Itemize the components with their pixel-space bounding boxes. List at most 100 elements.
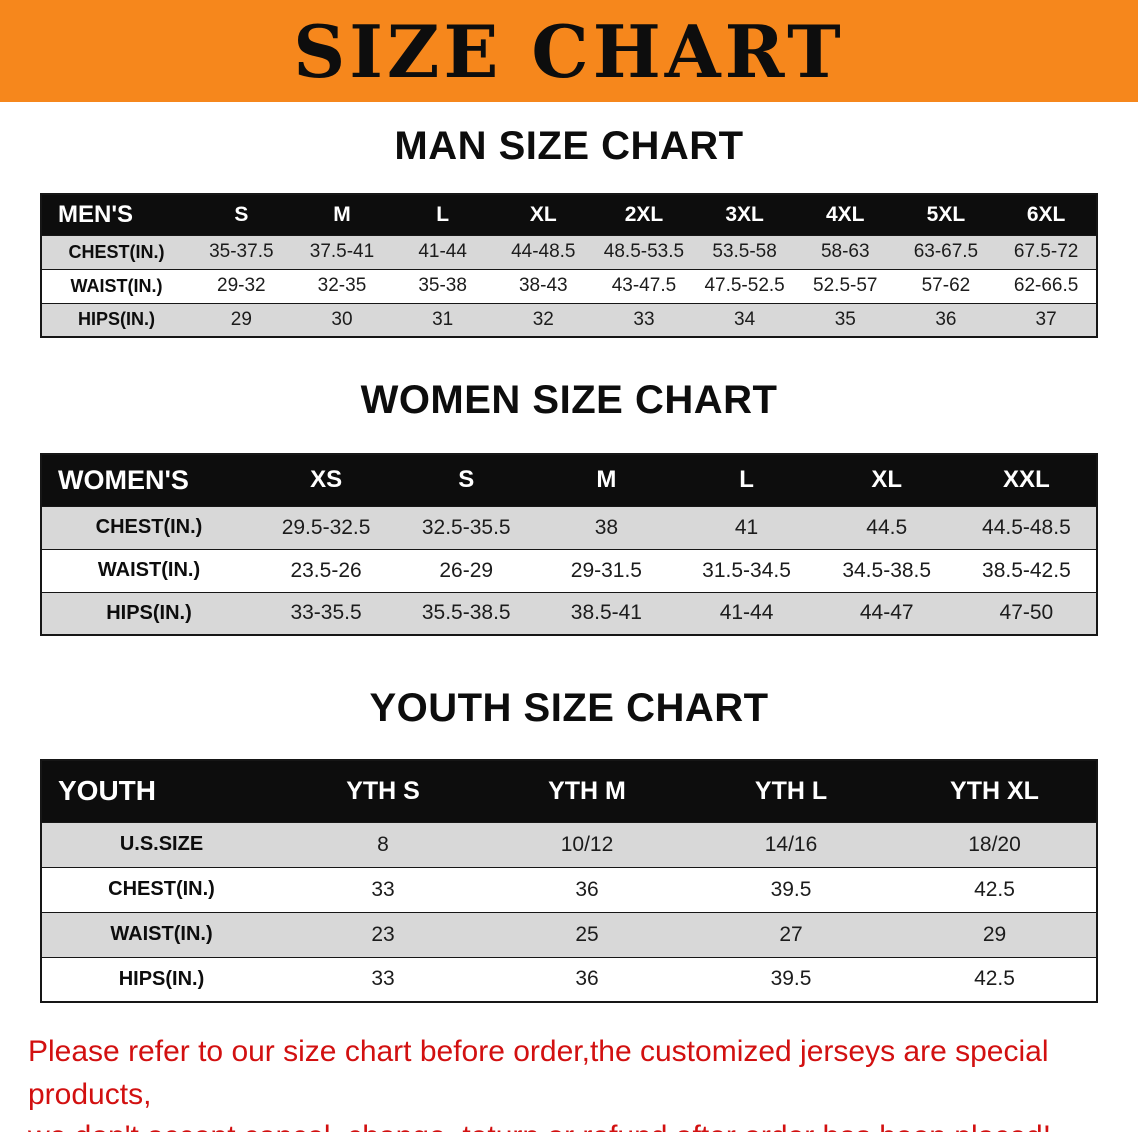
size-value-cell: 29-32 bbox=[191, 268, 292, 304]
size-value-cell: 10/12 bbox=[485, 821, 689, 868]
youth-section-heading: YOUTH SIZE CHART bbox=[369, 686, 769, 730]
size-value-cell: 42.5 bbox=[893, 956, 1097, 1003]
size-value-cell: 25 bbox=[485, 911, 689, 958]
size-header-cell: XXL bbox=[956, 453, 1097, 507]
size-value-cell: 32 bbox=[492, 302, 594, 338]
size-value-cell: 63-67.5 bbox=[895, 234, 997, 270]
men-section-heading: MAN SIZE CHART bbox=[394, 124, 744, 168]
row-label-cell: HIPS(IN.) bbox=[41, 956, 281, 1003]
men-size-section: MAN SIZE CHART MEN'S S M L XL 2XL 3XL 4XL 5XL 6XL… bbox=[0, 124, 1138, 338]
size-value-cell: 34.5-38.5 bbox=[816, 548, 957, 593]
size-value-cell: 37.5-41 bbox=[291, 234, 393, 270]
size-header-cell: 2XL bbox=[593, 193, 695, 236]
size-header-cell: L bbox=[676, 453, 817, 507]
size-value-cell: 29.5-32.5 bbox=[256, 505, 397, 550]
banner: SIZE CHART bbox=[0, 0, 1138, 102]
size-value-cell: 26-29 bbox=[396, 548, 537, 593]
size-value-cell: 35.5-38.5 bbox=[396, 591, 537, 636]
table-title-cell: YOUTH bbox=[41, 759, 281, 823]
measurement-row: HIPS(IN.) 33 36 39.5 42.5 bbox=[41, 956, 1097, 1003]
size-value-cell: 41-44 bbox=[392, 234, 493, 270]
size-value-cell: 23 bbox=[281, 911, 485, 958]
measurement-row: WAIST(IN.) 23 25 27 29 bbox=[41, 911, 1097, 958]
size-value-cell: 29 bbox=[893, 911, 1097, 958]
size-value-cell: 35-38 bbox=[392, 268, 493, 304]
size-value-cell: 38 bbox=[536, 505, 677, 550]
size-value-cell: 41-44 bbox=[676, 591, 817, 636]
size-value-cell: 58-63 bbox=[794, 234, 896, 270]
size-value-cell: 44.5-48.5 bbox=[956, 505, 1097, 550]
size-header-cell: 5XL bbox=[895, 193, 997, 236]
men-size-table: MEN'S S M L XL 2XL 3XL 4XL 5XL 6XL CHEST(IN.) 35-37… bbox=[40, 193, 1098, 338]
size-header-cell: YTH L bbox=[689, 759, 893, 823]
size-value-cell: 18/20 bbox=[893, 821, 1097, 868]
size-value-cell: 34 bbox=[694, 302, 795, 338]
size-value-cell: 44-48.5 bbox=[492, 234, 594, 270]
row-label-cell: CHEST(IN.) bbox=[41, 505, 256, 550]
size-header-cell: YTH S bbox=[281, 759, 485, 823]
size-value-cell: 31 bbox=[392, 302, 493, 338]
size-header-cell: M bbox=[536, 453, 677, 507]
size-header-cell: 4XL bbox=[794, 193, 896, 236]
size-value-cell: 14/16 bbox=[689, 821, 893, 868]
row-label-cell: CHEST(IN.) bbox=[41, 234, 191, 270]
size-value-cell: 30 bbox=[291, 302, 393, 338]
measurement-row: CHEST(IN.) 29.5-32.5 32.5-35.5 38 41 44.5 44.5… bbox=[41, 505, 1097, 550]
measurement-row: HIPS(IN.) 33-35.5 35.5-38.5 38.5-41 41-44 44-… bbox=[41, 591, 1097, 636]
size-value-cell: 29 bbox=[191, 302, 292, 338]
size-value-cell: 29-31.5 bbox=[536, 548, 677, 593]
size-value-cell: 37 bbox=[996, 302, 1097, 338]
row-label-cell: U.S.SIZE bbox=[41, 821, 281, 868]
row-label-cell: CHEST(IN.) bbox=[41, 866, 281, 913]
size-value-cell: 48.5-53.5 bbox=[593, 234, 695, 270]
row-label-cell: WAIST(IN.) bbox=[41, 911, 281, 958]
size-header-cell: 3XL bbox=[694, 193, 795, 236]
measurement-row: CHEST(IN.) 35-37.5 37.5-41 41-44 44-48.5 48.5… bbox=[41, 234, 1097, 270]
size-header-cell: L bbox=[392, 193, 493, 236]
size-header-cell: S bbox=[396, 453, 537, 507]
table-title-cell: MEN'S bbox=[41, 193, 191, 236]
row-label-cell: HIPS(IN.) bbox=[41, 591, 256, 636]
youth-size-table: YOUTH YTH S YTH M YTH L YTH XL U.S.SIZE 8 10/12… bbox=[40, 759, 1098, 1003]
size-value-cell: 31.5-34.5 bbox=[676, 548, 817, 593]
disclaimer-line-2: we don't accept cancel, change, teturn o… bbox=[28, 1116, 1118, 1132]
page-title: SIZE CHART bbox=[293, 8, 845, 94]
size-value-cell: 32.5-35.5 bbox=[396, 505, 537, 550]
size-value-cell: 23.5-26 bbox=[256, 548, 397, 593]
size-value-cell: 67.5-72 bbox=[996, 234, 1097, 270]
size-header-cell: 6XL bbox=[996, 193, 1097, 236]
size-value-cell: 35-37.5 bbox=[191, 234, 292, 270]
size-value-cell: 57-62 bbox=[895, 268, 997, 304]
size-header-cell: XL bbox=[492, 193, 594, 236]
size-value-cell: 47.5-52.5 bbox=[694, 268, 795, 304]
measurement-row: HIPS(IN.) 29 30 31 32 33 34 35 36 37 bbox=[41, 302, 1097, 338]
size-value-cell: 47-50 bbox=[956, 591, 1097, 636]
size-header-cell: XL bbox=[816, 453, 957, 507]
header-row: WOMEN'S XS S M L XL XXL bbox=[41, 453, 1097, 507]
size-header-cell: YTH M bbox=[485, 759, 689, 823]
size-value-cell: 27 bbox=[689, 911, 893, 958]
size-value-cell: 33 bbox=[593, 302, 695, 338]
women-size-section: WOMEN SIZE CHART WOMEN'S XS S M L XL XXL CHEST(… bbox=[0, 378, 1138, 636]
size-value-cell: 38.5-42.5 bbox=[956, 548, 1097, 593]
row-label-cell: WAIST(IN.) bbox=[41, 268, 191, 304]
header-row: MEN'S S M L XL 2XL 3XL 4XL 5XL 6XL bbox=[41, 193, 1097, 236]
size-value-cell: 62-66.5 bbox=[996, 268, 1097, 304]
size-value-cell: 38-43 bbox=[492, 268, 594, 304]
size-value-cell: 39.5 bbox=[689, 866, 893, 913]
row-label-cell: WAIST(IN.) bbox=[41, 548, 256, 593]
size-value-cell: 32-35 bbox=[291, 268, 393, 304]
size-value-cell: 35 bbox=[794, 302, 896, 338]
size-value-cell: 33 bbox=[281, 956, 485, 1003]
size-value-cell: 36 bbox=[895, 302, 997, 338]
size-header-cell: M bbox=[291, 193, 393, 236]
measurement-row: CHEST(IN.) 33 36 39.5 42.5 bbox=[41, 866, 1097, 913]
table-title-cell: WOMEN'S bbox=[41, 453, 256, 507]
size-value-cell: 38.5-41 bbox=[536, 591, 677, 636]
disclaimer: Please refer to our size chart before or… bbox=[0, 1031, 1138, 1132]
youth-size-section: YOUTH SIZE CHART YOUTH YTH S YTH M YTH L YTH… bbox=[0, 686, 1138, 1003]
size-value-cell: 53.5-58 bbox=[694, 234, 795, 270]
measurement-row: WAIST(IN.) 23.5-26 26-29 29-31.5 31.5-34.5 34… bbox=[41, 548, 1097, 593]
size-header-cell: XS bbox=[256, 453, 397, 507]
size-value-cell: 33 bbox=[281, 866, 485, 913]
